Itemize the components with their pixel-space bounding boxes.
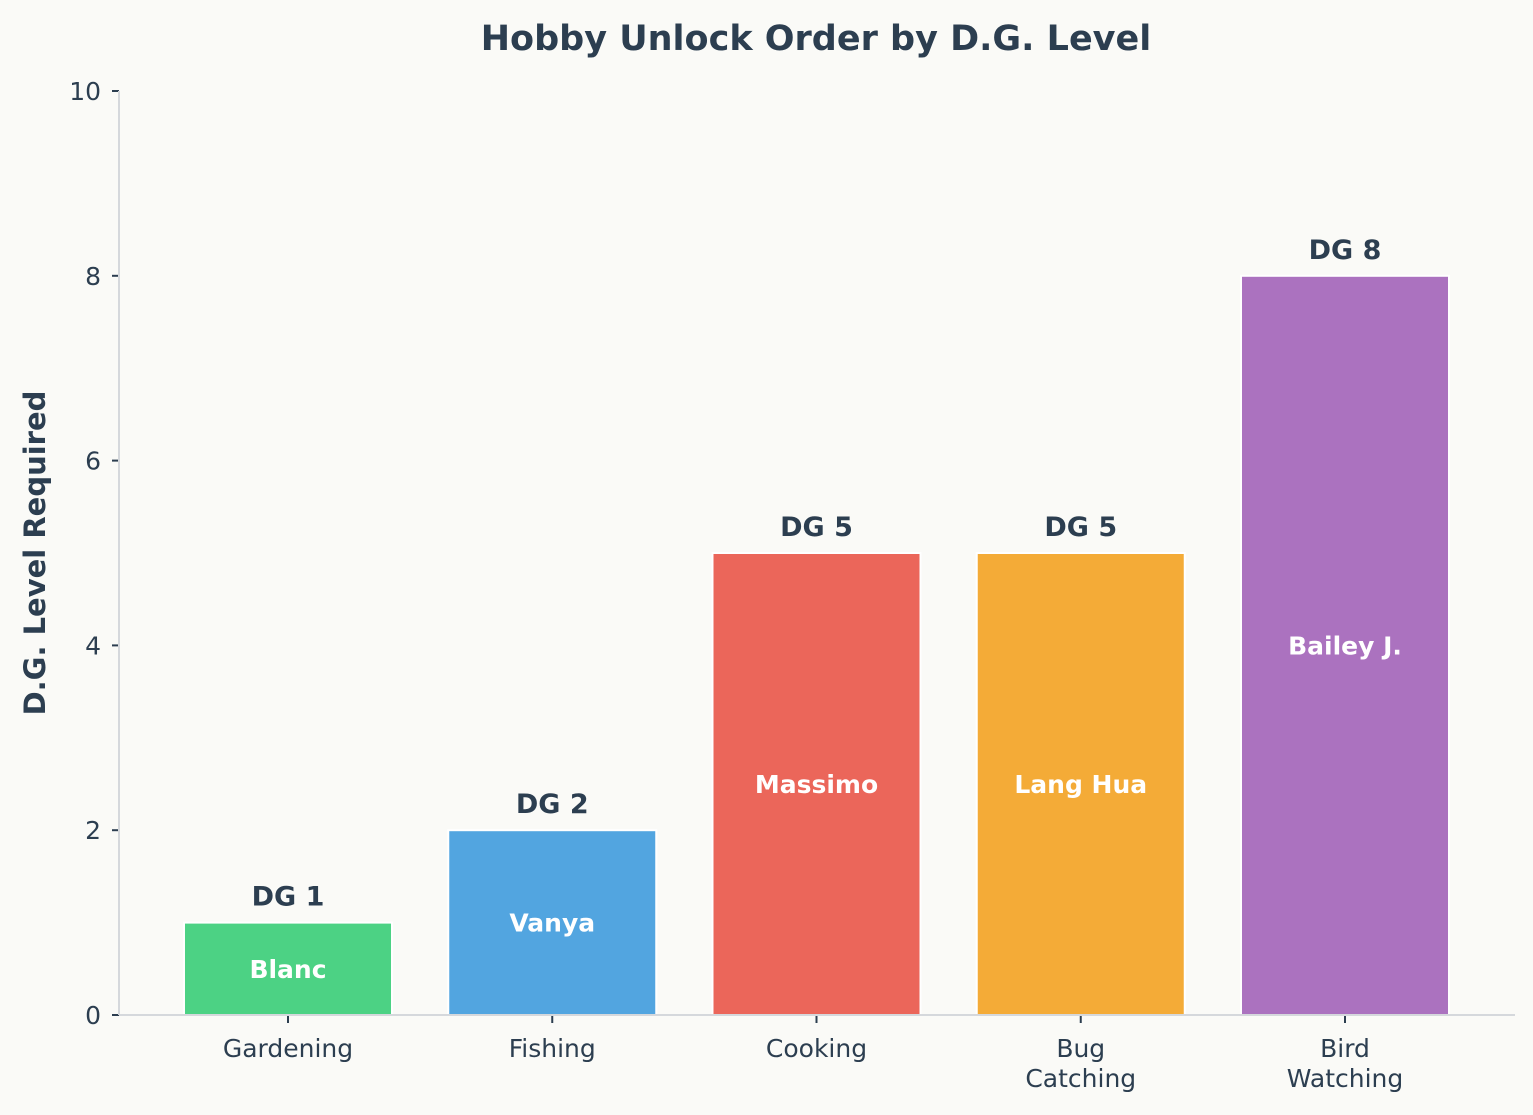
- x-axis-ticks: Gardening Fishing Cooking Bug Catching Bird Wa…: [223, 1015, 1403, 1093]
- bar: [1240, 274, 1450, 1016]
- y-axis-label: D.G. Level Required: [18, 391, 52, 716]
- x-tick-label: Cooking: [766, 1034, 867, 1063]
- bar-value-label: DG 8: [1309, 235, 1382, 266]
- x-tick-label-line: Bug: [1056, 1034, 1105, 1063]
- y-tick-label: 10: [69, 77, 101, 106]
- bar-inner-label: Bailey J.: [1288, 631, 1402, 660]
- x-tick-label: Gardening: [223, 1034, 353, 1063]
- bar-value-label: DG 2: [516, 789, 589, 820]
- y-tick-label: 8: [85, 262, 101, 291]
- bar-value-label: DG 5: [780, 512, 853, 543]
- x-tick-label-line: Watching: [1287, 1064, 1404, 1093]
- x-tick-label-line: Fishing: [509, 1034, 596, 1063]
- x-tick-label-line: Bird: [1320, 1034, 1370, 1063]
- bar-value-label: DG 1: [252, 882, 325, 913]
- bar: [975, 552, 1186, 1016]
- bar-inner-label: Blanc: [249, 955, 326, 984]
- bar-inner-label: Vanya: [509, 909, 595, 938]
- y-tick-label: 0: [85, 1001, 101, 1030]
- bar-value-label: DG 5: [1044, 512, 1117, 543]
- bar: [711, 552, 922, 1016]
- bars-group: DG 1 Blanc DG 2 Vanya DG 5 Massimo DG 5 Lang Hu…: [183, 235, 1450, 1017]
- bar-inner-label: Massimo: [755, 770, 878, 799]
- x-tick-label-line: Cooking: [766, 1034, 867, 1063]
- x-tick-label-line: Catching: [1025, 1064, 1136, 1093]
- x-tick-label: Fishing: [509, 1034, 596, 1063]
- x-tick-label-line: Gardening: [223, 1034, 353, 1063]
- y-tick-label: 4: [85, 631, 101, 660]
- y-tick-label: 2: [85, 816, 101, 845]
- bar-inner-label: Lang Hua: [1014, 770, 1147, 799]
- y-tick-label: 6: [85, 447, 101, 476]
- y-axis-ticks: 0 2 4 6 8 10: [69, 77, 119, 1030]
- x-tick-label: Bug Catching: [1025, 1034, 1136, 1093]
- x-tick-label: Bird Watching: [1287, 1034, 1404, 1093]
- chart-title: Hobby Unlock Order by D.G. Level: [481, 19, 1152, 59]
- bar: [447, 829, 658, 1017]
